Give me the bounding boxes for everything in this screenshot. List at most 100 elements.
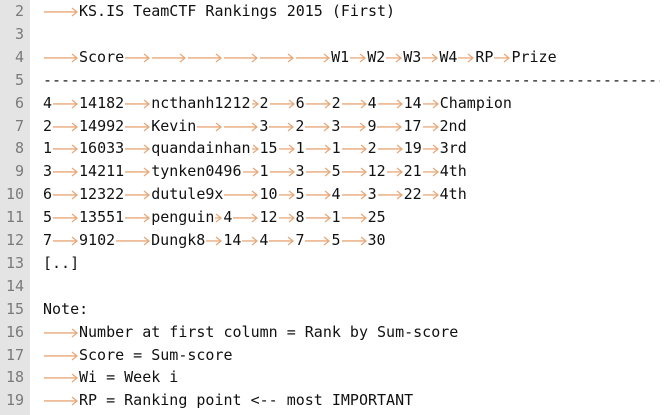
code-line: 4 14182 ncthanh1212 2 6 2 4 14 Champion xyxy=(43,92,512,115)
tab-arrow-icon xyxy=(125,144,151,154)
tab-whitespace xyxy=(341,206,368,229)
tab-arrow-icon xyxy=(269,99,295,109)
code-text: 2nd xyxy=(439,116,467,135)
tab-whitespace xyxy=(278,183,296,206)
tab-arrow-icon xyxy=(44,7,79,17)
tab-whitespace xyxy=(251,137,260,160)
code-text: 14 xyxy=(223,231,242,249)
tab-arrow-icon xyxy=(224,121,259,131)
code-text: 9 xyxy=(367,116,377,135)
tab-whitespace xyxy=(241,229,259,252)
code-line: Wi = Week i xyxy=(43,366,178,389)
tab-arrow-icon xyxy=(386,167,403,177)
code-line: 3 14211 tynken0496 1 3 5 12 21 4th xyxy=(43,160,467,183)
line-number: 5 xyxy=(14,70,24,89)
tab-whitespace xyxy=(269,92,296,115)
code-line: 6 12322 dutule9x 10 5 4 3 22 4th xyxy=(43,183,467,206)
code-text: 5 xyxy=(43,208,53,227)
tab-whitespace xyxy=(305,206,332,229)
code-text: 25 xyxy=(367,208,386,227)
line-number: 8 xyxy=(14,139,24,158)
code-text: 3 xyxy=(43,162,53,181)
tab-whitespace xyxy=(422,137,440,160)
line-number: 3 xyxy=(14,24,24,43)
code-text: 4 xyxy=(259,231,269,249)
tab-whitespace xyxy=(43,344,79,367)
code-text: 12 xyxy=(367,162,386,181)
code-text: 8 xyxy=(295,208,305,227)
tab-arrow-icon xyxy=(341,213,367,223)
code-line: Number at first column = Rank by Sum-sco… xyxy=(43,321,458,344)
code-text: 15 xyxy=(259,139,278,158)
code-text: 19 xyxy=(403,139,422,158)
tab-arrow-icon xyxy=(305,167,331,177)
tab-arrow-icon xyxy=(305,144,331,154)
tab-arrow-icon xyxy=(305,99,331,109)
tab-arrow-icon xyxy=(269,121,295,131)
code-text: 4 xyxy=(43,93,53,112)
tab-whitespace xyxy=(124,115,151,138)
tab-arrow-icon xyxy=(188,53,223,63)
tab-arrow-icon xyxy=(53,144,79,154)
tab-whitespace xyxy=(52,206,79,229)
code-line: RP = Ranking point <-- most IMPORTANT xyxy=(43,389,413,412)
tab-arrow-icon xyxy=(341,236,367,246)
code-text: 3rd xyxy=(439,139,467,158)
tab-whitespace xyxy=(52,229,79,252)
code-text: 6 xyxy=(295,93,305,112)
code-text: Prize xyxy=(511,47,557,66)
tab-arrow-icon xyxy=(278,213,295,223)
tab-whitespace xyxy=(124,137,151,160)
tab-whitespace xyxy=(341,160,368,183)
tab-arrow-icon xyxy=(251,144,259,154)
line-number: 16 xyxy=(5,322,24,341)
tab-arrow-icon xyxy=(44,350,79,360)
tab-arrow-icon xyxy=(251,99,259,109)
tab-whitespace xyxy=(223,46,259,69)
tab-whitespace xyxy=(52,160,79,183)
tab-whitespace xyxy=(52,137,79,160)
code-text: 4 xyxy=(367,93,377,112)
line-number: 4 xyxy=(14,47,24,66)
tab-arrow-icon xyxy=(422,121,439,131)
tab-whitespace xyxy=(422,115,440,138)
code-text: 4 xyxy=(223,208,233,227)
line-number: 2 xyxy=(14,2,24,20)
code-line: Score = Sum-score xyxy=(43,344,233,367)
line-number: 7 xyxy=(14,116,24,135)
tab-whitespace xyxy=(223,183,259,206)
tab-arrow-icon xyxy=(386,53,403,63)
tab-arrow-icon xyxy=(305,121,331,131)
tab-whitespace xyxy=(421,46,439,69)
line-number: 13 xyxy=(5,253,24,272)
tab-arrow-icon xyxy=(215,213,223,223)
tab-arrow-icon xyxy=(260,53,295,63)
tab-arrow-icon xyxy=(422,167,439,177)
code-text: 1 xyxy=(43,139,53,158)
tab-arrow-icon xyxy=(422,53,439,63)
tab-whitespace xyxy=(196,115,223,138)
tab-arrow-icon xyxy=(458,53,475,63)
code-text: 4th xyxy=(439,185,467,204)
tab-whitespace xyxy=(251,92,260,115)
code-text: 7 xyxy=(43,231,53,249)
code-text: 5 xyxy=(295,185,305,204)
tab-whitespace xyxy=(223,115,259,138)
line-number: 14 xyxy=(5,276,24,295)
tab-arrow-icon xyxy=(341,121,367,131)
line-number: 9 xyxy=(14,162,24,181)
code-line: 7 9102 Dungk8 14 4 7 5 30 xyxy=(43,229,386,252)
tab-whitespace xyxy=(341,92,368,115)
tab-whitespace xyxy=(349,46,367,69)
code-text: 2 xyxy=(295,116,305,135)
tab-arrow-icon xyxy=(125,53,151,63)
code-text: 3 xyxy=(331,116,341,135)
tab-arrow-icon xyxy=(44,328,79,338)
code-text: 3 xyxy=(367,185,377,204)
tab-whitespace xyxy=(214,206,223,229)
tab-whitespace xyxy=(493,46,511,69)
code-text: 9102 xyxy=(79,231,116,249)
code-text: 4th xyxy=(439,162,467,181)
code-text: 14182 xyxy=(79,93,125,112)
